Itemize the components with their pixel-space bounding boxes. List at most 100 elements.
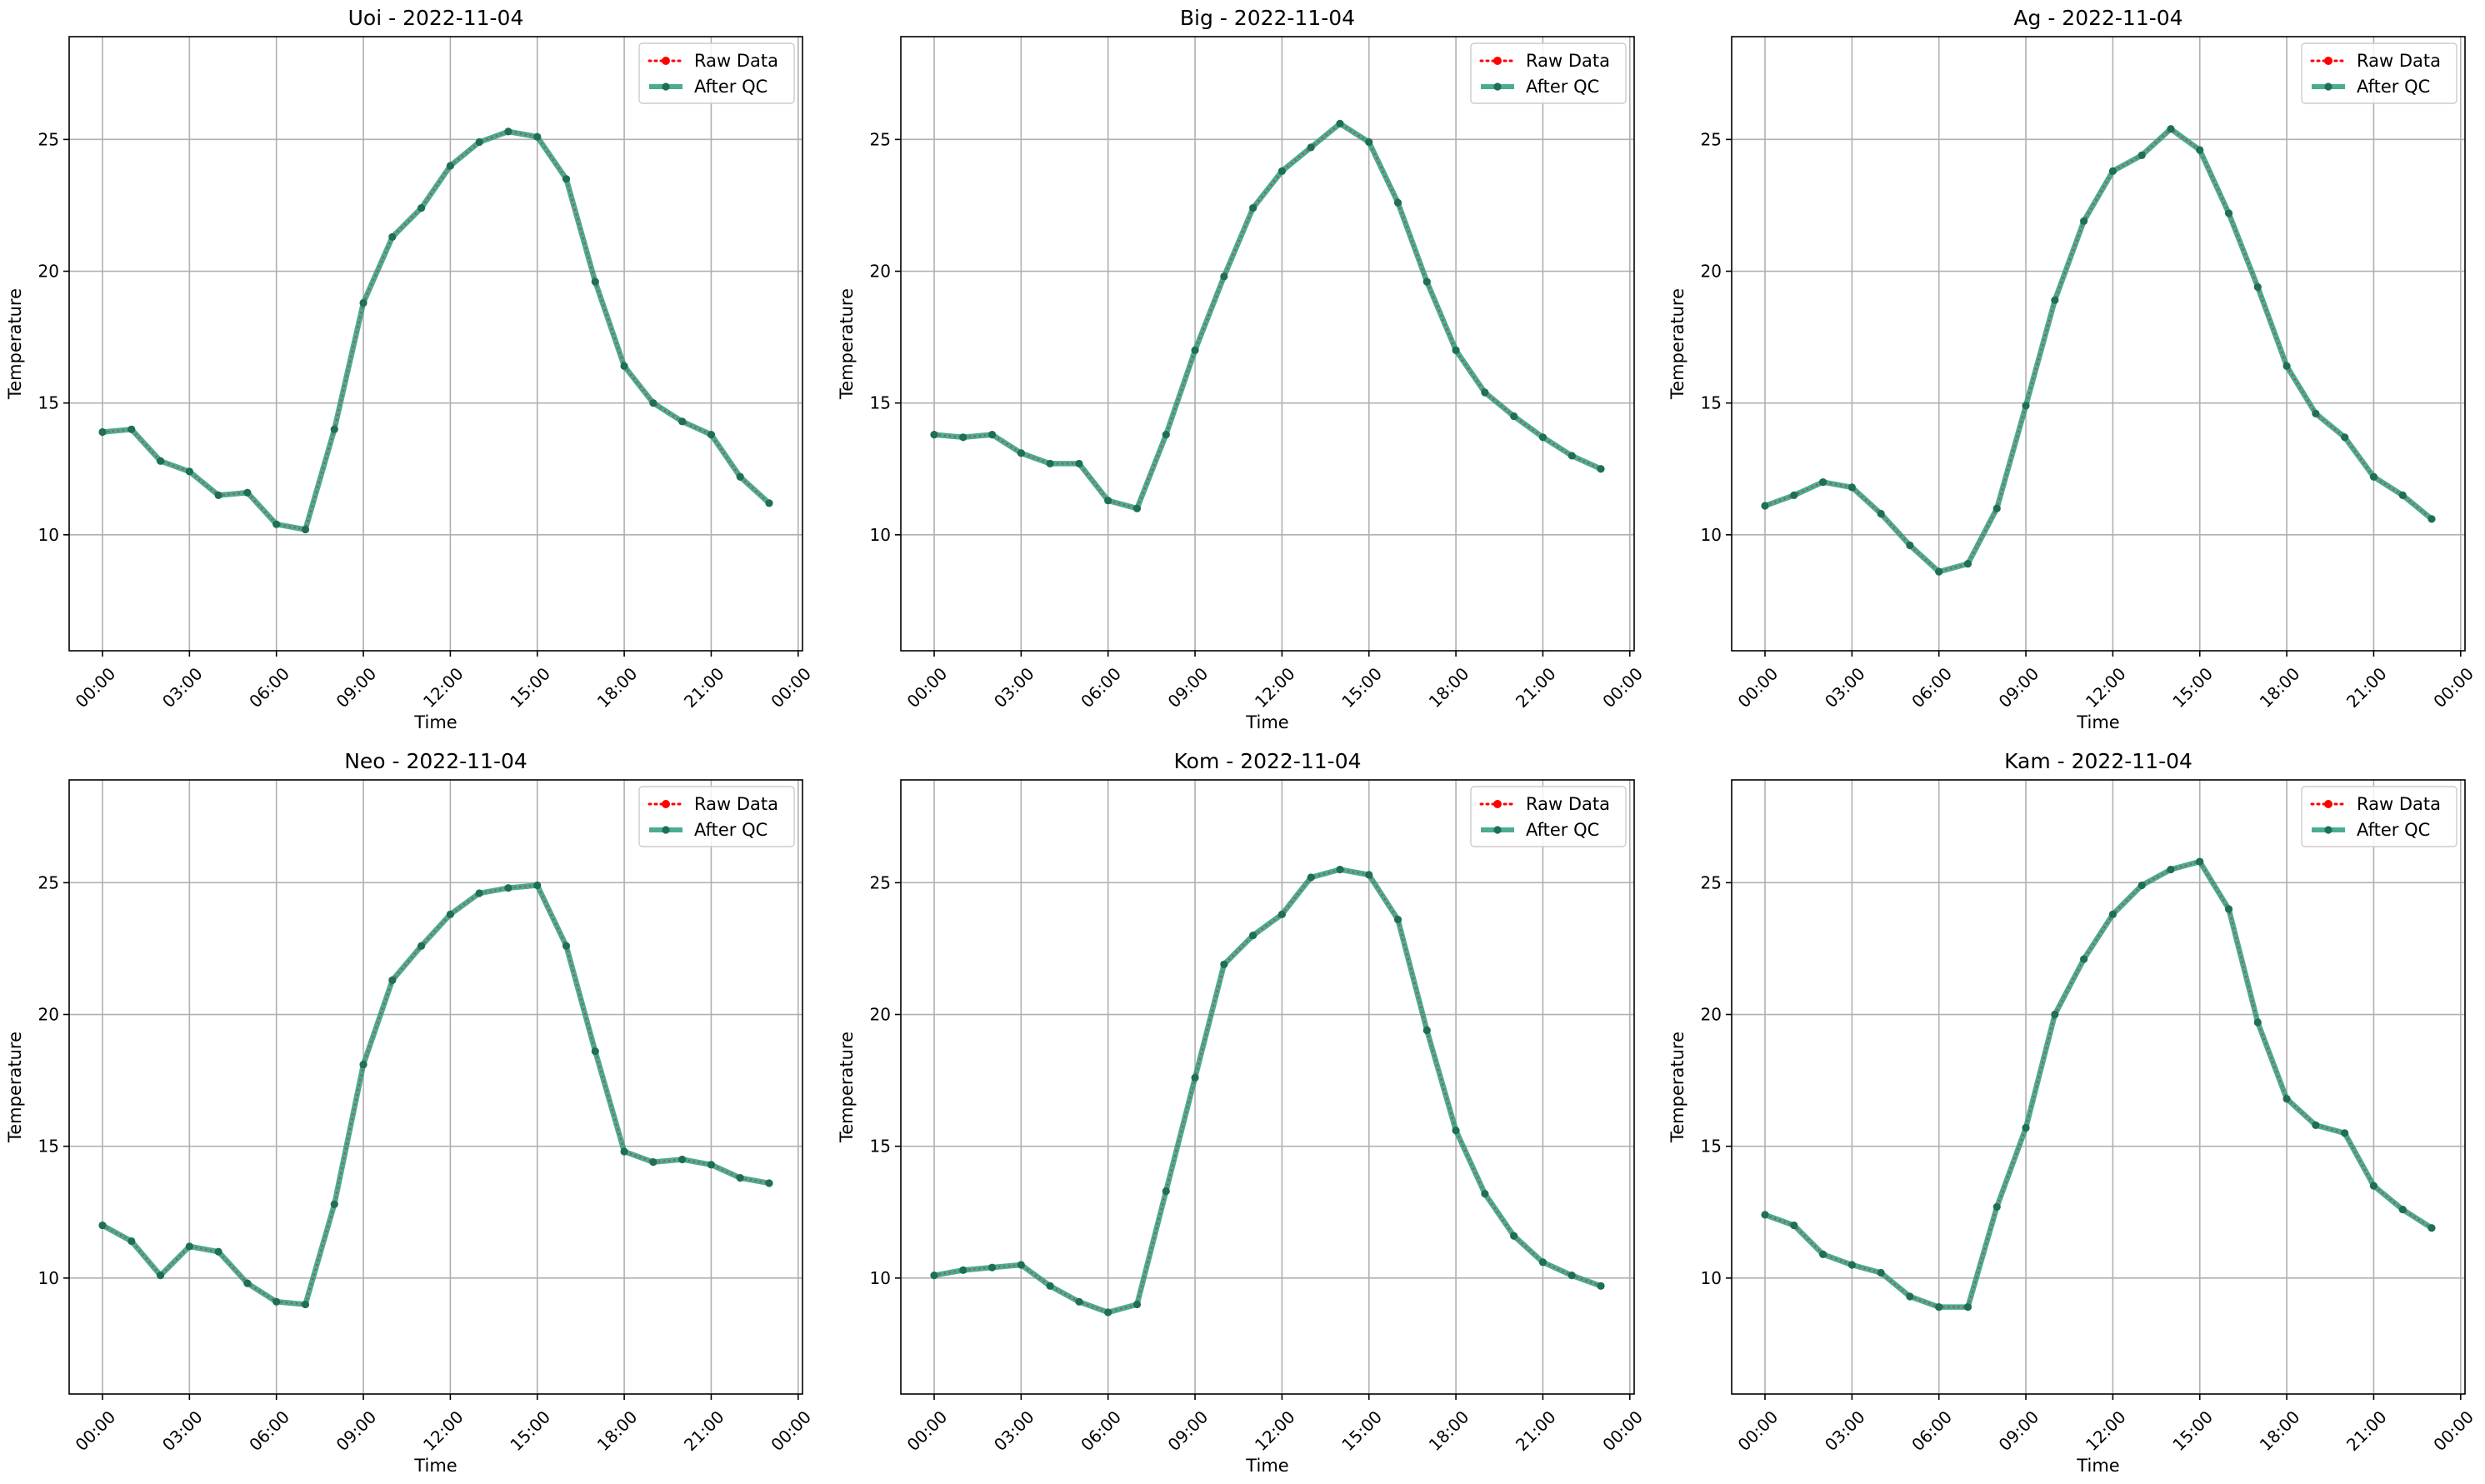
data-point-after-qc <box>2080 955 2088 963</box>
data-point-after-qc <box>736 472 744 481</box>
data-point-after-qc <box>446 162 454 170</box>
y-tick-label: 10 <box>38 525 59 545</box>
data-point-after-qc <box>1935 567 1943 576</box>
data-point-after-qc <box>2282 1095 2291 1103</box>
y-tick-label: 25 <box>1701 129 1722 149</box>
legend-label-after-qc: After QC <box>1526 77 1599 97</box>
series-line-after-qc <box>931 121 1604 512</box>
x-tick-label: 03:00 <box>1821 1407 1869 1455</box>
data-point-after-qc <box>418 942 426 950</box>
data-point-after-qc <box>388 232 397 241</box>
legend-marker-raw-data <box>662 57 670 65</box>
y-axis-label: Temperature <box>5 1032 25 1143</box>
data-point-after-qc <box>2369 472 2378 481</box>
x-tick-label: 06:00 <box>1077 663 1125 712</box>
x-tick-label: 09:00 <box>332 663 381 712</box>
y-tick-label: 20 <box>38 262 59 282</box>
panel-5: 00:00 03:00 06:00 09:00 12:00 15:00 18:00 21:00… <box>1668 749 2478 1476</box>
x-tick-label: 21:00 <box>680 663 728 712</box>
y-tick-label: 10 <box>870 1268 891 1288</box>
legend-label-raw-data: Raw Data <box>1526 794 1610 814</box>
data-point-after-qc <box>1597 1282 1605 1290</box>
data-point-after-qc <box>1963 1303 1972 1312</box>
data-point-after-qc <box>214 1247 222 1256</box>
legend-marker-after-qc <box>1493 82 1502 91</box>
data-point-after-qc <box>2167 865 2175 874</box>
y-axis-label: Temperature <box>1668 1032 1688 1143</box>
x-tick-label: 18:00 <box>1425 1407 1473 1455</box>
data-point-after-qc <box>1046 1282 1054 1290</box>
data-point-after-qc <box>1992 504 2001 512</box>
data-point-after-qc <box>1481 388 1489 397</box>
data-point-after-qc <box>1307 873 1315 882</box>
x-tick-label: 00:00 <box>1734 663 1782 712</box>
data-point-after-qc <box>214 491 222 499</box>
y-tick-label: 15 <box>38 393 59 413</box>
data-point-after-qc <box>2022 402 2030 410</box>
data-point-after-qc <box>1191 1073 1199 1082</box>
x-tick-label: 15:00 <box>2168 663 2217 712</box>
x-tick-label: 00:00 <box>1598 663 1647 712</box>
data-point-after-qc <box>1336 119 1344 127</box>
data-point-after-qc <box>930 1272 938 1280</box>
legend-label-after-qc: After QC <box>2357 77 2430 97</box>
data-point-after-qc <box>959 1266 968 1274</box>
data-point-after-qc <box>156 457 165 465</box>
data-point-after-qc <box>1992 1202 2001 1212</box>
y-tick-label: 25 <box>870 872 891 892</box>
data-point-after-qc <box>562 942 571 950</box>
legend-label-raw-data: Raw Data <box>2357 794 2441 814</box>
data-point-after-qc <box>2051 296 2059 304</box>
data-point-after-qc <box>2428 515 2436 523</box>
data-point-after-qc <box>1104 1308 1112 1317</box>
data-point-after-qc <box>185 1242 193 1251</box>
x-tick-label: 21:00 <box>1512 663 1560 712</box>
data-point-after-qc <box>1818 1250 1828 1258</box>
legend-marker-raw-data <box>2324 800 2332 808</box>
data-point-after-qc <box>1162 431 1170 439</box>
data-point-after-qc <box>1848 483 1856 492</box>
y-tick-label: 15 <box>1701 393 1722 413</box>
legend: Raw Data After QC <box>638 42 795 104</box>
x-tick-label: 09:00 <box>1995 1407 2043 1455</box>
x-tick-label: 21:00 <box>2342 1407 2391 1455</box>
data-point-after-qc <box>1963 560 1972 568</box>
data-point-after-qc <box>1790 1221 1798 1230</box>
x-tick-label: 06:00 <box>245 1407 293 1455</box>
x-tick-label: 06:00 <box>1908 663 1956 712</box>
data-point-after-qc <box>2428 1224 2436 1232</box>
series-line-after-qc <box>931 867 1604 1316</box>
data-point-after-qc <box>98 427 107 437</box>
data-point-after-qc <box>185 467 193 476</box>
data-point-after-qc <box>2282 362 2291 370</box>
y-tick-label: 10 <box>38 1268 59 1288</box>
legend-label-after-qc: After QC <box>694 77 768 97</box>
series-line-raw-data <box>102 884 770 1306</box>
legend-label-after-qc: After QC <box>1526 820 1599 840</box>
x-tick-label: 09:00 <box>332 1407 381 1455</box>
data-point-after-qc <box>272 520 281 528</box>
data-point-after-qc <box>1017 449 1025 457</box>
data-point-after-qc <box>330 1200 338 1208</box>
x-tick-label: 00:00 <box>1734 1407 1782 1455</box>
panel-3: 00:00 03:00 06:00 09:00 12:00 15:00 18:00 21:00… <box>5 749 815 1476</box>
x-tick-label: 12:00 <box>2082 663 2130 712</box>
data-point-after-qc <box>1278 167 1286 175</box>
data-point-after-qc <box>1249 204 1258 212</box>
y-tick-label: 20 <box>38 1005 59 1025</box>
data-point-after-qc <box>2138 881 2146 890</box>
y-tick-label: 25 <box>1701 872 1722 892</box>
data-point-after-qc <box>418 204 426 212</box>
data-point-after-qc <box>930 431 938 439</box>
data-point-after-qc <box>649 399 658 407</box>
y-tick-label: 25 <box>870 129 891 149</box>
data-point-after-qc <box>1162 1187 1170 1196</box>
x-axis-label: Time <box>1245 712 1288 732</box>
axes-frame <box>68 36 803 652</box>
data-point-after-qc <box>2138 151 2146 159</box>
data-point-after-qc <box>1220 960 1228 969</box>
data-point-after-qc <box>533 881 542 890</box>
data-point-after-qc <box>475 137 483 147</box>
data-point-after-qc <box>1935 1303 1943 1312</box>
x-tick-label: 21:00 <box>680 1407 728 1455</box>
